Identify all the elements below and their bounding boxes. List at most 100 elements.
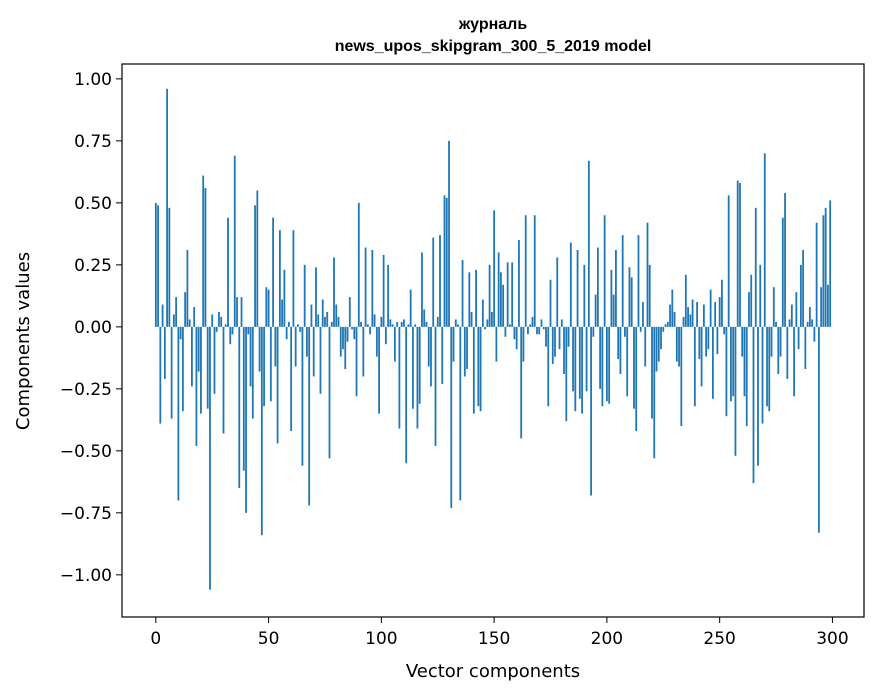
- bar-component-200: [605, 326, 608, 402]
- chart-title-line1: журналь: [458, 16, 528, 33]
- bar-component-30: [222, 326, 225, 434]
- bar-component-253: [725, 326, 728, 417]
- bar-component-272: [768, 326, 771, 412]
- bar-component-277: [779, 326, 782, 357]
- y-tick-label: −0.25: [60, 380, 112, 400]
- bar-component-68: [308, 326, 311, 506]
- bar-component-2: [159, 326, 162, 424]
- bar-component-85: [346, 326, 349, 342]
- bar-component-240: [696, 302, 698, 327]
- bar-component-125: [436, 316, 439, 327]
- x-axis-label: Vector components: [406, 661, 580, 682]
- bar-component-237: [689, 314, 692, 327]
- bar-component-158: [511, 262, 514, 327]
- x-tick-label: 200: [591, 629, 623, 649]
- bar-component-160: [515, 326, 518, 350]
- bar-component-156: [506, 262, 509, 327]
- bar-component-40: [245, 326, 247, 513]
- bar-component-141: [472, 326, 475, 414]
- bar-component-281: [788, 319, 791, 327]
- bars-group: [154, 88, 832, 590]
- bar-component-71: [315, 267, 317, 327]
- bar-component-127: [441, 326, 444, 384]
- bar-component-75: [324, 316, 326, 327]
- bar-component-216: [642, 302, 644, 327]
- bar-component-236: [687, 307, 689, 327]
- bar-component-55: [278, 230, 281, 327]
- bar-component-285: [797, 326, 800, 350]
- bar-component-45: [256, 190, 259, 327]
- bar-component-42: [249, 326, 252, 387]
- bar-component-230: [673, 311, 676, 327]
- bar-component-102: [384, 326, 387, 345]
- x-tick-label: 0: [150, 629, 161, 649]
- bar-component-295: [820, 287, 823, 327]
- bar-component-66: [303, 264, 306, 327]
- bar-component-78: [330, 321, 333, 327]
- bar-component-11: [179, 326, 182, 340]
- bar-component-283: [793, 326, 795, 397]
- bar-component-13: [184, 292, 187, 327]
- bar-component-64: [299, 326, 302, 332]
- bar-component-286: [799, 264, 802, 327]
- bar-component-21: [202, 175, 205, 327]
- bar-component-79: [333, 257, 335, 327]
- bar-component-93: [364, 247, 367, 327]
- bar-component-106: [393, 326, 396, 362]
- bar-component-140: [470, 311, 473, 327]
- bar-component-32: [227, 217, 229, 327]
- bar-component-178: [556, 257, 559, 327]
- bar-component-219: [648, 264, 651, 327]
- bar-component-258: [736, 180, 739, 327]
- bar-component-264: [750, 274, 753, 327]
- bar-component-276: [777, 326, 780, 374]
- bar-component-212: [633, 326, 635, 409]
- bar-component-47: [260, 326, 263, 536]
- bar-component-242: [700, 326, 703, 387]
- bar-component-63: [297, 324, 299, 327]
- bar-component-124: [434, 326, 437, 446]
- bar-component-59: [287, 321, 290, 327]
- bar-component-103: [387, 264, 390, 327]
- bar-component-267: [757, 326, 759, 466]
- bar-component-210: [628, 267, 631, 327]
- bar-component-10: [177, 326, 180, 501]
- bar-component-201: [608, 326, 611, 404]
- bar-component-110: [403, 319, 405, 327]
- bar-component-293: [815, 222, 818, 327]
- bar-component-148: [488, 264, 491, 327]
- bar-component-290: [808, 307, 811, 327]
- bar-component-220: [651, 326, 653, 419]
- bar-component-174: [547, 326, 550, 407]
- bar-component-153: [499, 272, 502, 327]
- bar-component-162: [520, 326, 523, 439]
- y-tick-label: 1.00: [74, 70, 112, 90]
- bar-component-5: [166, 88, 168, 327]
- bar-component-22: [204, 187, 207, 327]
- bar-component-36: [236, 297, 238, 327]
- y-tick-label: −0.75: [60, 504, 112, 524]
- bar-component-292: [813, 326, 816, 342]
- bar-component-246: [709, 289, 712, 327]
- bar-component-221: [653, 326, 656, 459]
- bar-component-273: [770, 326, 773, 357]
- y-axis-label: Components values: [13, 252, 34, 430]
- bar-component-51: [269, 326, 272, 402]
- bar-component-31: [224, 324, 227, 327]
- bar-component-257: [734, 326, 737, 456]
- bar-component-187: [576, 249, 579, 327]
- bar-component-33: [229, 326, 232, 345]
- bar-component-39: [242, 326, 245, 471]
- bar-component-52: [272, 217, 274, 327]
- bar-component-70: [312, 326, 315, 377]
- bar-component-204: [615, 249, 617, 327]
- bar-component-161: [518, 240, 520, 327]
- bar-component-144: [479, 326, 482, 412]
- bar-component-20: [200, 326, 202, 414]
- plot-frame: [121, 63, 865, 618]
- bar-component-296: [822, 215, 825, 327]
- bar-component-120: [425, 321, 428, 327]
- bar-component-299: [829, 200, 832, 327]
- bar-component-171: [540, 319, 543, 327]
- bar-component-169: [536, 326, 538, 335]
